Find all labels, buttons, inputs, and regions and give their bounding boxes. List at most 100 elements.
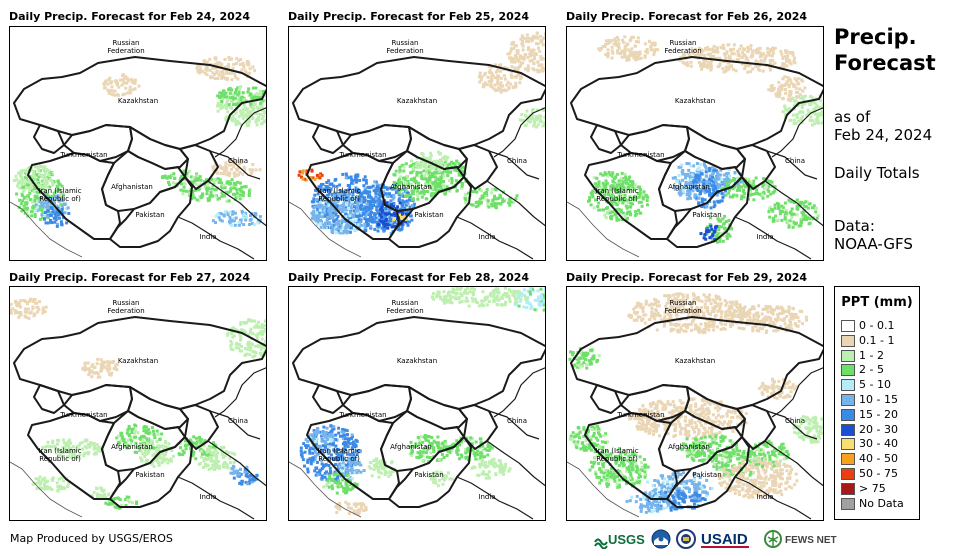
precip-pixel — [538, 49, 542, 53]
precip-pixel — [21, 190, 25, 194]
precip-pixel — [694, 54, 698, 57]
precip-pixel — [224, 116, 228, 120]
precip-pixel — [348, 211, 352, 215]
precip-pixel — [344, 215, 348, 219]
precip-pixel — [256, 221, 260, 225]
precip-pixel — [244, 480, 248, 484]
precip-pixel — [198, 63, 202, 67]
precip-pixel — [383, 223, 387, 227]
precip-pixel — [43, 184, 47, 188]
precip-pixel — [617, 218, 620, 222]
panel-title-6: Daily Precip. Forecast for Feb 29, 2024 — [566, 271, 808, 284]
precip-pixel — [791, 96, 795, 100]
precip-pixel — [433, 175, 437, 179]
precip-pixel — [206, 199, 210, 203]
precip-pixel — [53, 220, 57, 224]
precip-pixel — [709, 52, 713, 56]
precip-pixel — [204, 462, 207, 466]
precip-pixel — [711, 233, 715, 237]
precip-pixel — [812, 206, 816, 210]
precip-pixel — [526, 56, 530, 59]
precip-pixel — [694, 47, 697, 51]
coastline — [10, 201, 83, 258]
precip-pixel — [794, 121, 798, 125]
precip-pixel — [145, 458, 149, 462]
precip-pixel — [214, 66, 218, 70]
precip-pixel — [349, 215, 353, 219]
precip-pixel — [608, 188, 612, 192]
precip-pixel — [356, 212, 360, 216]
precip-pixel — [34, 477, 38, 481]
precip-pixel — [128, 88, 132, 92]
precip-pixel — [241, 108, 245, 112]
precip-pixel — [428, 182, 432, 186]
precip-pixel — [30, 210, 33, 214]
precip-pixel — [348, 226, 352, 230]
precip-pixel — [387, 223, 391, 227]
country-border — [27, 152, 121, 240]
precip-pixel — [700, 169, 704, 172]
precip-pixel — [146, 431, 150, 435]
precip-pixel — [214, 163, 218, 167]
precip-pixel — [51, 441, 55, 445]
precip-pixel — [131, 79, 134, 83]
precip-pixel — [230, 342, 234, 346]
precip-pixel — [72, 453, 76, 457]
precip-pixel — [429, 154, 433, 158]
precip-pixel — [799, 221, 803, 225]
precip-pixel — [341, 206, 345, 210]
precip-pixel — [483, 73, 487, 77]
precip-pixel — [168, 183, 171, 187]
precip-pixel — [38, 173, 42, 177]
precip-pixel — [529, 37, 533, 41]
precip-pixel — [233, 160, 237, 164]
precip-pixel — [155, 429, 159, 433]
precip-pixel — [107, 493, 111, 497]
precip-pixel — [375, 186, 379, 190]
precip-pixel — [626, 199, 630, 203]
precip-pixel — [380, 209, 384, 212]
precip-pixel — [67, 482, 71, 486]
precip-pixel — [329, 209, 333, 213]
precip-pixel — [211, 66, 215, 70]
precip-pixel — [646, 51, 650, 55]
precip-pixel — [424, 183, 428, 187]
precip-pixel — [708, 167, 712, 171]
precip-pixel — [197, 188, 201, 192]
precip-pixel — [624, 179, 628, 183]
map-label-afghanistan: Afghanistan — [668, 183, 710, 191]
precip-pixel — [359, 207, 363, 211]
precip-pixel — [799, 224, 803, 228]
precip-pixel — [118, 498, 122, 502]
precip-pixel — [22, 185, 26, 189]
precip-pixel — [334, 201, 338, 205]
precip-pixel — [625, 217, 629, 221]
precip-pixel — [127, 424, 131, 428]
precip-pixel — [426, 190, 430, 193]
precip-pixel — [385, 187, 389, 191]
precip-pixel — [478, 187, 482, 191]
precip-pixel — [686, 182, 690, 186]
precip-pixel — [200, 70, 203, 73]
precip-pixel — [738, 184, 741, 188]
precip-pixel — [786, 54, 790, 58]
precip-pixel — [216, 76, 220, 80]
precip-pixel — [455, 189, 459, 192]
precip-pixel — [681, 60, 685, 64]
precip-pixel — [490, 79, 494, 82]
precip-pixel — [370, 206, 374, 210]
precip-pixel — [239, 218, 242, 222]
precip-pixel — [716, 47, 719, 51]
precip-pixel — [221, 462, 225, 466]
precip-pixel — [46, 215, 50, 219]
precip-pixel — [733, 171, 737, 174]
precip-pixel — [233, 181, 236, 185]
precip-pixel — [217, 464, 221, 468]
precip-pixel — [144, 453, 148, 456]
precip-pixel — [352, 209, 356, 213]
precip-pixel — [351, 191, 355, 195]
precip-pixel — [218, 466, 221, 470]
precip-pixel — [249, 171, 253, 175]
precip-pixel — [336, 194, 340, 198]
precip-pixel — [709, 224, 713, 228]
